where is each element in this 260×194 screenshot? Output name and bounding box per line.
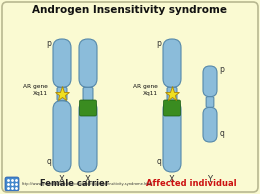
FancyBboxPatch shape <box>57 87 67 101</box>
FancyBboxPatch shape <box>206 97 214 107</box>
Text: p: p <box>219 66 224 74</box>
Text: X: X <box>85 174 91 184</box>
Text: Female carrier: Female carrier <box>41 179 109 189</box>
Text: http://www.genetics4medics.com/androgen-insensitivity-syndrome.html: http://www.genetics4medics.com/androgen-… <box>22 182 153 186</box>
Text: Androgen Insensitivity syndrome: Androgen Insensitivity syndrome <box>32 5 228 15</box>
Text: q: q <box>219 130 224 139</box>
Text: AR gene
Xq11: AR gene Xq11 <box>133 84 158 96</box>
FancyBboxPatch shape <box>163 39 181 87</box>
Text: p: p <box>47 38 51 48</box>
FancyBboxPatch shape <box>164 100 180 116</box>
FancyBboxPatch shape <box>79 39 97 87</box>
Text: p: p <box>157 38 161 48</box>
FancyBboxPatch shape <box>203 107 217 142</box>
FancyBboxPatch shape <box>5 177 19 191</box>
Text: Affected individual: Affected individual <box>146 179 236 189</box>
Text: q: q <box>47 158 51 166</box>
FancyBboxPatch shape <box>163 101 181 172</box>
FancyBboxPatch shape <box>203 66 217 97</box>
Text: q: q <box>157 158 161 166</box>
Text: Y: Y <box>207 174 212 184</box>
FancyBboxPatch shape <box>167 87 177 101</box>
FancyBboxPatch shape <box>80 100 96 116</box>
FancyBboxPatch shape <box>53 39 71 87</box>
Text: AR gene
Xq11: AR gene Xq11 <box>23 84 48 96</box>
FancyBboxPatch shape <box>83 87 93 101</box>
FancyBboxPatch shape <box>79 101 97 172</box>
Text: X: X <box>169 174 175 184</box>
Text: X: X <box>59 174 65 184</box>
FancyBboxPatch shape <box>53 101 71 172</box>
